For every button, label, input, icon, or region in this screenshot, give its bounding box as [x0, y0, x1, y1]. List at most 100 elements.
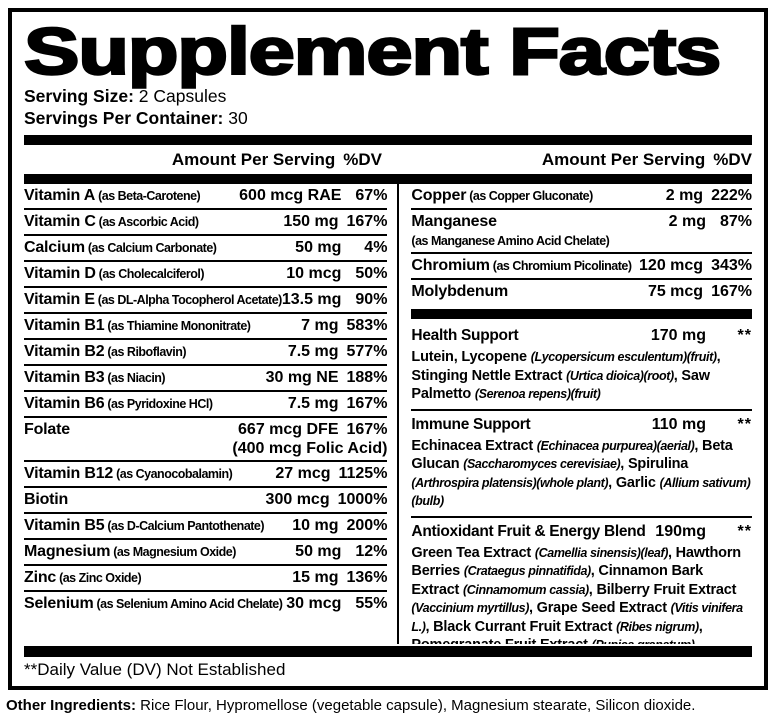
nutrient-name: Vitamin B3 (as Niacin): [24, 369, 166, 386]
nutrient-amount: 50 mg: [295, 239, 342, 256]
supplement-facts-label: Supplement Facts Serving Size: 2 Capsule…: [8, 8, 768, 690]
servings-per-container-label: Servings Per Container:: [24, 107, 224, 128]
blend-ingredient-text: (Crataegus pinnatifida): [463, 564, 591, 578]
page-title: Supplement Facts: [22, 14, 722, 88]
nutrient-form: (as Cyanocobalamin): [113, 467, 233, 481]
blend-ingredient-text: Green Tea Extract: [411, 544, 535, 561]
nutrient-form: (as Cholecalciferol): [95, 267, 205, 281]
blend-ingredient-text: , Garlic: [608, 474, 660, 491]
blend-ingredient-text: , Grape Seed Extract: [528, 600, 671, 616]
nutrient-amount: 30 mg NE: [265, 369, 339, 386]
nutrient-row: Molybdenum 75 mcg 167%: [411, 280, 752, 304]
nutrient-row: Vitamin C (as Ascorbic Acid) 150 mg 167%: [24, 210, 388, 236]
blend-ingredient-text: (Cinnamomum cassia): [463, 582, 589, 597]
nutrient-row: Vitamin A (as Beta-Carotene) 600 mcg RAE 6…: [24, 184, 388, 210]
nutrient-columns: Vitamin A (as Beta-Carotene) 600 mcg RAE 6…: [24, 184, 752, 644]
nutrient-row-main: Vitamin B1 (as Thiamine Mononitrate) 7 mg…: [24, 316, 387, 336]
nutrient-name: Copper (as Copper Gluconate): [411, 187, 593, 204]
nutrient-row: Vitamin B6 (as Pyridoxine HCl) 7.5 mg 167%: [24, 392, 388, 418]
nutrient-name: Calcium (as Calcium Carbonate): [24, 239, 217, 256]
blend-ingredient-text: (Arthrospira platensis)(whole plant): [411, 475, 609, 490]
blend-ingredient-text: (Echinacea purpurea)(aerial): [536, 438, 695, 453]
nutrient-name: Manganese: [411, 213, 497, 230]
separator-bar-header: [24, 174, 752, 184]
nutrient-name: Vitamin B2 (as Riboflavin): [24, 343, 186, 360]
right-column-header: Amount Per Serving %DV: [392, 150, 752, 170]
blend-ingredient-text: , Bilberry Fruit Extract: [588, 581, 737, 598]
nutrient-name: Vitamin B6 (as Pyridoxine HCl): [24, 395, 213, 412]
blend-section: Immune Support 110 mg ** Echinacea Extract …: [411, 408, 752, 516]
blend-ingredient-text: , Black Currant Fruit Extract: [425, 618, 617, 635]
blend-ingredient-text: (Lycopersicum esculentum)(fruit): [530, 350, 717, 364]
nutrient-dv: 167%: [346, 421, 388, 438]
nutrient-dv: 136%: [346, 569, 388, 586]
nutrient-dv: 577%: [346, 343, 388, 360]
nutrient-row-main: Magnesium (as Magnesium Oxide) 50 mg 12%: [24, 542, 387, 562]
nutrient-amount: 7.5 mg: [287, 395, 339, 412]
daily-value-footnote: **Daily Value (DV) Not Established: [24, 660, 286, 679]
nutrient-form: (as D-Calcium Pantothenate): [104, 519, 265, 533]
right-nutrient-column: Copper (as Copper Gluconate) 2 mg 222% Mang…: [397, 184, 752, 644]
nutrient-row: Copper (as Copper Gluconate) 2 mg 222%: [411, 184, 752, 210]
blend-ingredients: Lutein, Lycopene (Lycopersicum esculentu…: [411, 348, 752, 404]
nutrient-amount: 150 mg: [283, 213, 339, 230]
nutrient-amount: 27 mcg: [275, 465, 331, 482]
nutrient-row-main: Vitamin A (as Beta-Carotene) 600 mcg RAE 6…: [24, 186, 387, 206]
nutrient-amount: 50 mg: [295, 543, 342, 560]
nutrient-row: Selenium (as Selenium Amino Acid Chelate…: [24, 592, 387, 616]
nutrient-row: Vitamin D (as Cholecalciferol) 10 mcg 50%: [24, 262, 388, 288]
nutrient-name: Vitamin E (as DL-Alpha Tocopherol Acetat…: [24, 291, 282, 308]
nutrient-row-main: Vitamin D (as Cholecalciferol) 10 mcg 50%: [24, 264, 387, 284]
nutrient-dv: 1125%: [338, 465, 388, 482]
nutrient-amount: 15 mg: [292, 569, 339, 586]
nutrient-row-main: Chromium (as Chromium Picolinate) 120 mcg…: [411, 256, 752, 276]
nutrient-row-main: Vitamin B5 (as D-Calcium Pantothenate) 10…: [24, 516, 387, 536]
nutrient-dv: 90%: [355, 291, 388, 308]
nutrient-form: (as Niacin): [104, 371, 166, 385]
nutrient-dv: 200%: [346, 517, 388, 534]
nutrient-row-main: Zinc (as Zinc Oxide) 15 mg 136%: [24, 568, 387, 588]
blend-name: Antioxidant Fruit & Energy Blend: [411, 522, 646, 540]
nutrient-name: Folate: [24, 421, 70, 438]
nutrient-amount: 600 mcg RAE: [239, 187, 342, 204]
nutrient-row-main: Vitamin E (as DL-Alpha Tocopherol Acetat…: [24, 290, 387, 310]
nutrient-row-main: Calcium (as Calcium Carbonate) 50 mg 4%: [24, 238, 387, 258]
nutrient-form: (as Pyridoxine HCl): [104, 397, 213, 411]
nutrient-dv: 343%: [711, 257, 752, 274]
blend-amount: 170 mg: [650, 327, 706, 344]
blend-dv: **: [737, 522, 752, 540]
nutrient-row: Calcium (as Calcium Carbonate) 50 mg 4%: [24, 236, 388, 262]
nutrient-row: Vitamin B12 (as Cyanocobalamin) 27 mcg 112…: [24, 462, 388, 488]
other-ingredients-line: Other Ingredients: Rice Flour, Hypromell…: [6, 697, 772, 715]
blend-amount: 110 mg: [651, 415, 706, 433]
nutrient-row-main: Manganese 2 mg 87%: [411, 212, 752, 232]
nutrient-dv: 67%: [355, 187, 388, 204]
nutrient-name: Vitamin B12 (as Cyanocobalamin): [24, 465, 233, 482]
blend-ingredient-text: (Punica granatum): [592, 638, 695, 644]
nutrient-row-main: Vitamin B3 (as Niacin) 30 mg NE 188%: [24, 368, 387, 388]
nutrient-name: Biotin: [24, 491, 69, 508]
nutrient-form: (as Chromium Picolinate): [489, 259, 632, 273]
nutrient-dv: 12%: [355, 543, 388, 560]
blend-ingredient-text: Lutein, Lycopene: [411, 349, 531, 365]
nutrient-form: (as Zinc Oxide): [56, 571, 142, 585]
nutrient-row-main: Vitamin B12 (as Cyanocobalamin) 27 mcg 112…: [24, 464, 387, 484]
nutrient-amount: 300 mcg: [265, 491, 330, 508]
blend-ingredient-text: , Cinnamon Bark Extract: [411, 563, 703, 598]
nutrient-dv: 4%: [364, 239, 388, 256]
nutrient-amount: 13.5 mg: [281, 291, 342, 308]
other-ingredients-label: Other Ingredients:: [6, 697, 137, 714]
title-wrap: Supplement Facts: [22, 14, 752, 88]
blend-ingredient-text: (Allium sativum)(bulb): [411, 475, 751, 509]
nutrient-amount: 667 mcg DFE: [238, 421, 339, 438]
nutrient-amount: 10 mcg: [286, 265, 342, 282]
nutrient-form: (as Selenium Amino Acid Chelate): [93, 597, 283, 611]
nutrient-row: Vitamin B5 (as D-Calcium Pantothenate) 10…: [24, 514, 388, 540]
nutrient-form-note: (as Manganese Amino Acid Chelate): [411, 234, 610, 248]
nutrient-dv: 1000%: [337, 491, 388, 508]
blend-ingredient-text: (Ribes nigrum): [616, 619, 699, 634]
nutrient-form: (as Copper Gluconate): [466, 189, 593, 203]
dv-header-left: %DV: [343, 149, 382, 169]
nutrient-row: Vitamin B1 (as Thiamine Mononitrate) 7 mg…: [24, 314, 388, 340]
